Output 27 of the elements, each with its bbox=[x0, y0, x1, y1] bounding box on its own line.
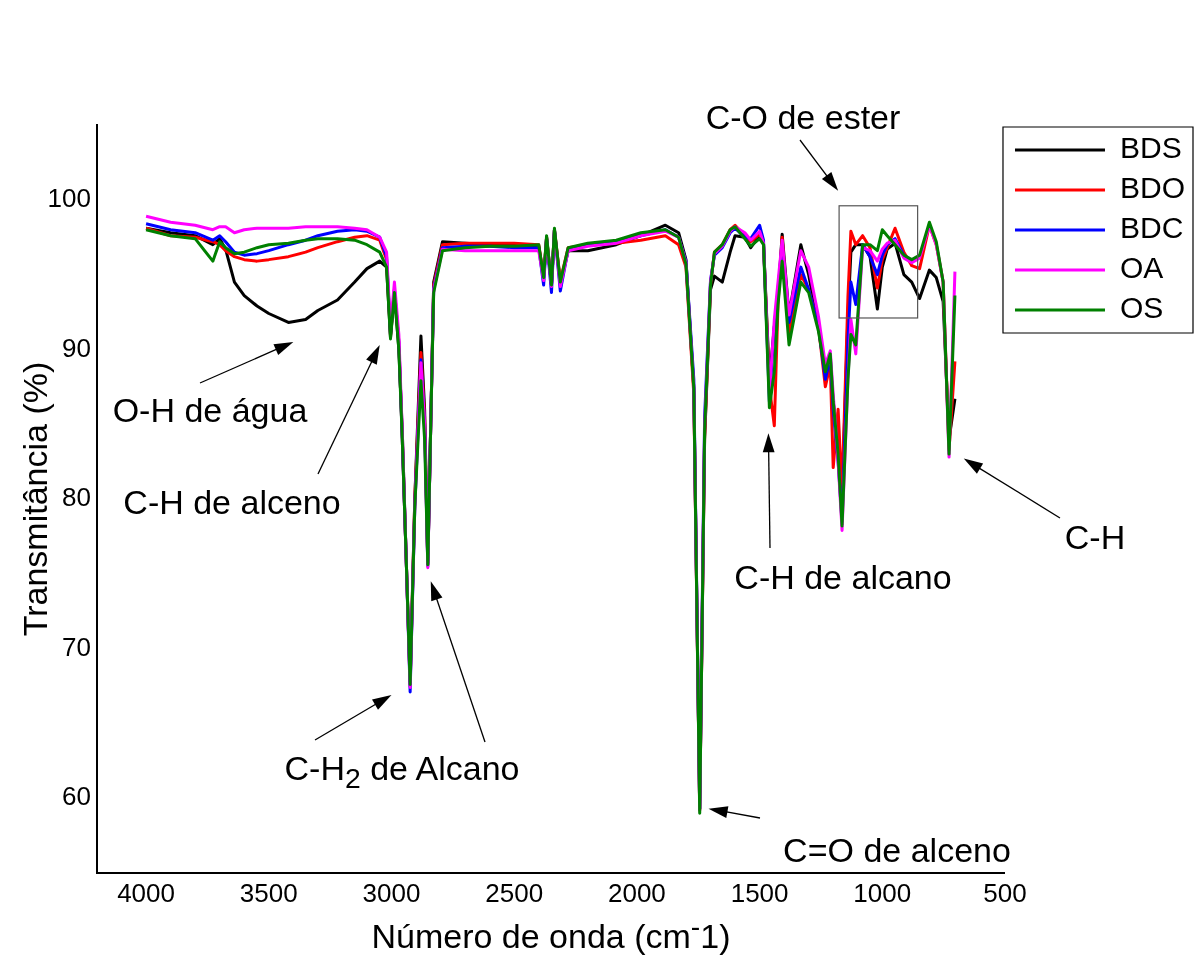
x-tick-label: 2000 bbox=[607, 877, 666, 908]
annotation: C-H$_{2}$ de Alcano bbox=[284, 749, 520, 795]
y-axis-title: Transmitância (%) bbox=[15, 361, 55, 637]
annotation: O-H de água bbox=[112, 391, 308, 429]
x-tick-label: 1000 bbox=[853, 877, 912, 908]
x-axis-title: Número de onda (cm$^{-}$1) bbox=[370, 910, 732, 956]
annotation: C-H de alcano bbox=[734, 558, 952, 596]
y-tick-label: 70 bbox=[62, 631, 91, 662]
legend-label: OS bbox=[1119, 291, 1164, 325]
y-tick-label: 90 bbox=[62, 332, 91, 363]
legend-label: BDO bbox=[1119, 171, 1186, 205]
x-tick-label: 4000 bbox=[117, 877, 175, 908]
annotation: C-H de alceno bbox=[123, 483, 341, 521]
annotation: C=O de alceno bbox=[783, 831, 1011, 869]
x-tick-label: 3500 bbox=[239, 877, 298, 908]
text: C-H bbox=[1064, 518, 1126, 556]
x-tick-label: 1500 bbox=[730, 877, 789, 908]
x-tick-label: 500 bbox=[983, 877, 1027, 908]
y-tick-label: 60 bbox=[62, 781, 91, 812]
x-tick-label: 3000 bbox=[362, 877, 421, 908]
legend-label: BDS bbox=[1119, 131, 1182, 165]
y-tick-label: 80 bbox=[62, 482, 91, 513]
x-tick-label: 2500 bbox=[485, 877, 544, 908]
legend-label: BDC bbox=[1119, 211, 1184, 245]
legend-label: OA bbox=[1119, 251, 1164, 285]
annotation: C-O de ester bbox=[705, 98, 901, 136]
y-tick-label: 100 bbox=[47, 182, 91, 213]
